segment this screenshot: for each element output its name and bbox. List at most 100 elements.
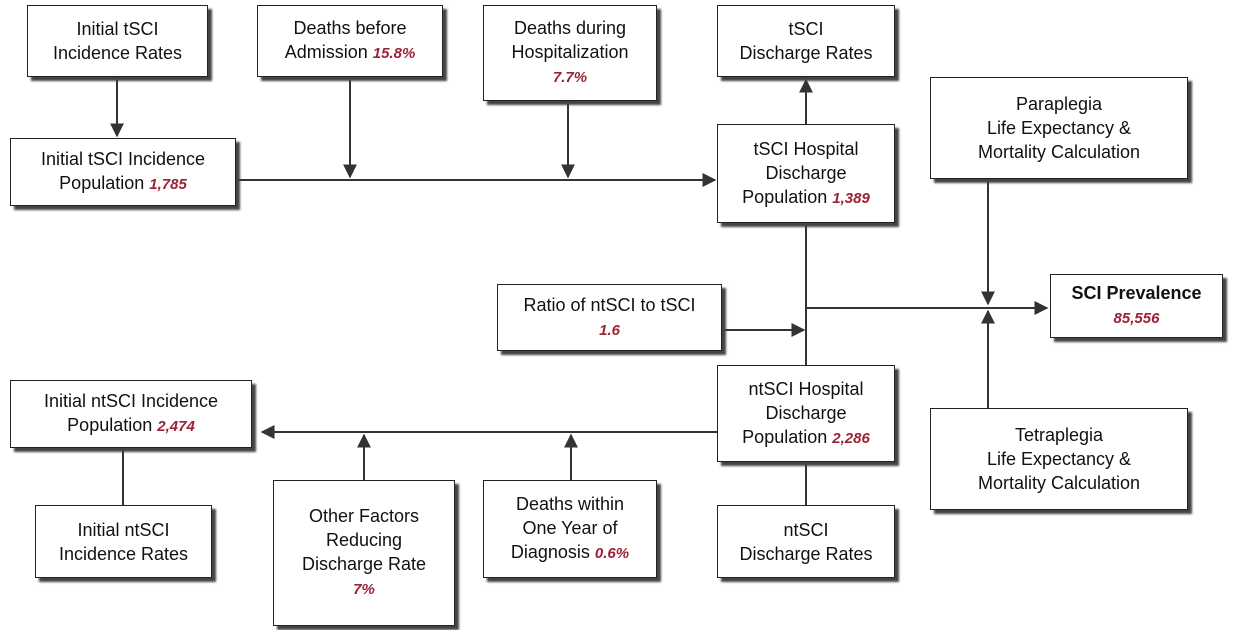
node-line: ntSCI bbox=[783, 518, 828, 542]
node-line: SCI Prevalence bbox=[1071, 281, 1201, 305]
node-label: One Year of bbox=[522, 518, 618, 538]
node-value: 7.7% bbox=[552, 69, 588, 86]
node-value: 1.6 bbox=[599, 321, 620, 339]
node-line: Initial ntSCI Incidence bbox=[44, 389, 218, 413]
node-label: Diagnosis bbox=[510, 542, 590, 562]
node-label: Ratio of ntSCI to tSCI bbox=[523, 294, 696, 315]
node-label: Tetraplegia bbox=[1014, 425, 1104, 445]
node-line: Discharge Rates bbox=[739, 542, 872, 566]
node-label: Population bbox=[67, 415, 153, 435]
node-line: 85,556 bbox=[1114, 305, 1160, 331]
node-line: Deaths before bbox=[293, 16, 406, 40]
node-box: Initial ntSCI Incidence Population 2,474 bbox=[10, 380, 252, 448]
node-label: Reducing bbox=[325, 530, 403, 550]
node-line: Deaths during bbox=[514, 16, 626, 40]
node-value: 7% bbox=[353, 581, 375, 598]
node-box: tSCI Discharge Rates bbox=[717, 5, 895, 77]
node-label: Mortality Calculation bbox=[977, 473, 1141, 493]
node-line: Mortality Calculation bbox=[978, 140, 1140, 164]
node-box: Paraplegia Life Expectancy & Mortality Cal… bbox=[930, 77, 1188, 179]
node-label: Other Factors bbox=[308, 506, 420, 526]
node-line: Initial tSCI bbox=[76, 17, 158, 41]
node-line: Deaths within bbox=[516, 492, 624, 516]
node-label: Mortality Calculation bbox=[977, 142, 1141, 162]
node-value: 15.8% bbox=[372, 45, 416, 62]
node-label: Incidence Rates bbox=[52, 43, 183, 63]
node-line: Tetraplegia bbox=[1015, 423, 1103, 447]
node-line: Life Expectancy & bbox=[987, 116, 1131, 140]
node-box: Initial ntSCI Incidence Rates bbox=[35, 505, 212, 578]
node-line: tSCI Hospital bbox=[753, 137, 858, 161]
node-label: Population bbox=[59, 173, 145, 193]
node-box: ntSCI Discharge Rates bbox=[717, 505, 895, 578]
node-label: Hospitalization bbox=[511, 42, 629, 62]
node-box: tSCI Hospital Discharge Population 1,389 bbox=[717, 124, 895, 223]
node-value: 85,556 bbox=[1113, 310, 1160, 327]
node-line: Ratio of ntSCI to tSCI bbox=[523, 293, 695, 317]
node-line: Discharge Rate bbox=[302, 552, 426, 576]
node-line: Discharge bbox=[765, 161, 846, 185]
node-box: Ratio of ntSCI to tSCI 1.6 bbox=[497, 284, 722, 351]
node-box: Deaths before Admission 15.8% bbox=[257, 5, 443, 77]
node-label: Life Expectancy & bbox=[986, 118, 1132, 138]
node-line: Incidence Rates bbox=[59, 542, 188, 566]
node-label: Deaths within bbox=[515, 494, 625, 514]
node-line: Hospitalization bbox=[511, 40, 628, 64]
node-label: Deaths during bbox=[513, 18, 627, 38]
node-label: tSCI bbox=[788, 19, 824, 39]
node-value: 2,474 bbox=[157, 418, 195, 435]
node-line: Reducing bbox=[326, 528, 402, 552]
node-label: ntSCI bbox=[783, 519, 829, 540]
node-line: Population 1,785 bbox=[59, 171, 187, 197]
node-label: Admission bbox=[284, 42, 368, 62]
node-line: Population 2,286 bbox=[742, 425, 870, 451]
node-label: Discharge Rates bbox=[739, 543, 873, 564]
node-box: ntSCI Hospital Discharge Population 2,286 bbox=[717, 365, 895, 462]
node-line: Discharge bbox=[765, 401, 846, 425]
node-label: SCI Prevalence bbox=[1071, 283, 1202, 303]
node-label: Initial ntSCI Incidence bbox=[43, 391, 219, 411]
node-label: Life Expectancy & bbox=[986, 449, 1132, 469]
node-label: Initial ntSCI bbox=[77, 519, 170, 540]
node-label: Discharge bbox=[765, 162, 847, 183]
node-value: 1,389 bbox=[832, 189, 870, 207]
node-line: ntSCI Hospital bbox=[748, 377, 863, 401]
node-value: 1,785 bbox=[149, 176, 187, 193]
node-box: Other Factors Reducing Discharge Rate 7% bbox=[273, 480, 455, 626]
node-line: Other Factors bbox=[309, 504, 419, 528]
node-label: Discharge Rates bbox=[739, 43, 873, 63]
node-label: Population bbox=[742, 426, 828, 447]
node-line: Paraplegia bbox=[1016, 92, 1102, 116]
node-box: Deaths within One Year of Diagnosis 0.6% bbox=[483, 480, 657, 578]
node-label: Incidence Rates bbox=[58, 543, 189, 564]
node-line: Diagnosis 0.6% bbox=[511, 540, 629, 566]
node-line: 1.6 bbox=[599, 317, 620, 343]
node-line: Life Expectancy & bbox=[987, 447, 1131, 471]
node-line: 7.7% bbox=[553, 64, 587, 90]
node-box: Initial tSCI Incidence Population 1,785 bbox=[10, 138, 236, 206]
node-line: One Year of bbox=[522, 516, 617, 540]
node-line: Mortality Calculation bbox=[978, 471, 1140, 495]
node-label: Discharge bbox=[765, 402, 847, 423]
node-value: 2,286 bbox=[832, 429, 870, 447]
node-line: Population 1,389 bbox=[742, 185, 870, 211]
node-line: Discharge Rates bbox=[739, 41, 872, 65]
node-line: Admission 15.8% bbox=[285, 40, 416, 66]
node-label: Deaths before bbox=[293, 18, 407, 38]
node-box: SCI Prevalence 85,556 bbox=[1050, 274, 1223, 338]
node-line: Incidence Rates bbox=[53, 41, 182, 65]
node-line: Population 2,474 bbox=[67, 413, 195, 439]
node-label: Discharge Rate bbox=[301, 554, 427, 574]
node-line: tSCI bbox=[788, 17, 823, 41]
node-box: Deaths during Hospitalization 7.7% bbox=[483, 5, 657, 101]
node-line: Initial ntSCI bbox=[77, 518, 169, 542]
node-label: ntSCI Hospital bbox=[748, 378, 864, 399]
node-label: tSCI Hospital bbox=[753, 138, 859, 159]
node-value: 0.6% bbox=[594, 545, 630, 562]
node-label: Initial tSCI bbox=[76, 19, 159, 39]
node-box: Tetraplegia Life Expectancy & Mortality Ca… bbox=[930, 408, 1188, 510]
node-box: Initial tSCI Incidence Rates bbox=[27, 5, 208, 77]
node-label: Initial tSCI Incidence bbox=[40, 149, 206, 169]
